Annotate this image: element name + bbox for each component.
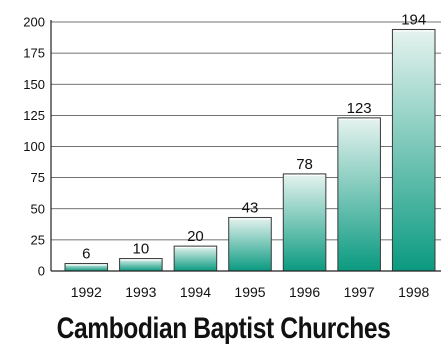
- data-labels: 6 10 20 43 78 123 194: [82, 11, 426, 262]
- x-axis-ticks: 1992 1993 1994 1995 1996 1997 1998: [71, 284, 430, 300]
- x-tick-label-1997: 1997: [344, 284, 375, 300]
- bar-1998: [391, 28, 436, 272]
- bar-1994: [173, 245, 218, 272]
- bars: [64, 28, 436, 272]
- data-label-1994: 20: [187, 228, 204, 245]
- grid-layer: [51, 21, 441, 241]
- y-tick-label: 150: [23, 77, 45, 92]
- y-tick-label: 200: [23, 15, 45, 30]
- x-tick-label-1994: 1994: [180, 284, 211, 300]
- data-label-1993: 10: [133, 241, 150, 258]
- y-tick-label: 100: [23, 139, 45, 154]
- x-tick-label-1996: 1996: [289, 284, 320, 300]
- data-label-1998: 194: [401, 11, 426, 28]
- x-tick-label-1993: 1993: [125, 284, 156, 300]
- bar-chart: 0 25 50 75 100 125 150 175 200 6 10 20 43 78 123 194 1…: [23, 11, 441, 300]
- y-tick-label: 175: [23, 46, 45, 61]
- data-label-1992: 6: [82, 246, 90, 263]
- x-tick-label-1998: 1998: [398, 284, 429, 300]
- bar-1995: [228, 216, 272, 272]
- y-tick-label: 50: [31, 201, 45, 216]
- x-tick-label-1995: 1995: [234, 284, 265, 300]
- data-label-1995: 43: [242, 199, 259, 216]
- data-label-1997: 123: [347, 100, 372, 117]
- y-tick-label: 125: [23, 108, 45, 123]
- chart-title: Cambodian Baptist Churches: [56, 312, 391, 345]
- data-label-1996: 78: [296, 156, 313, 173]
- x-tick-label-1992: 1992: [71, 284, 102, 300]
- bar-1997: [337, 117, 381, 272]
- bar-1996: [282, 173, 327, 272]
- y-tick-label: 25: [31, 232, 45, 247]
- y-tick-label: 75: [31, 170, 45, 185]
- y-axis-ticks: 0 25 50 75 100 125 150 175 200: [23, 15, 45, 279]
- y-tick-label: 0: [38, 264, 45, 279]
